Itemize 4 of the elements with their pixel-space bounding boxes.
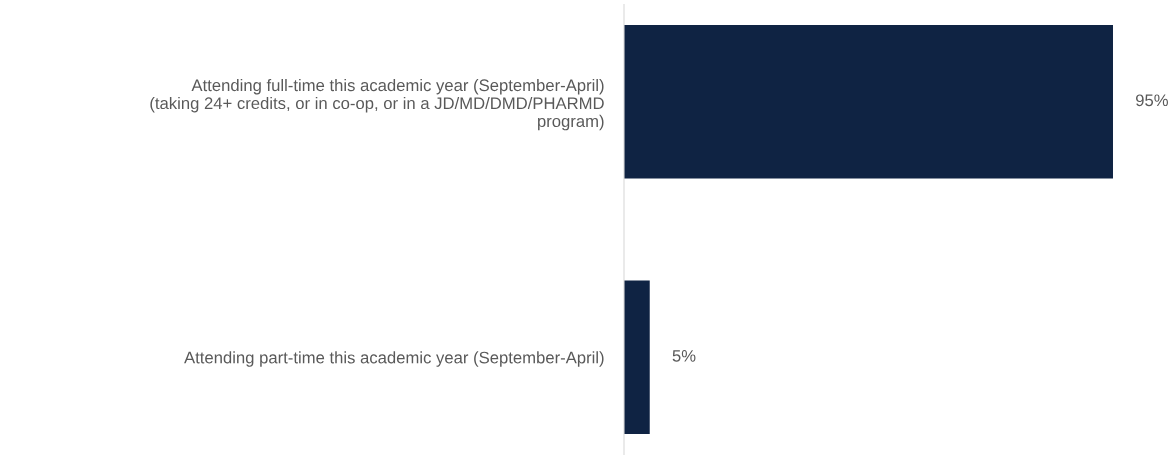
data-label: 95% xyxy=(1136,94,1168,107)
y-tick-label: Attending full-time this academic year (September-April) (taking 24+ credits, or in co-op, or in a JD/MD/DMD/PHARMD program) xyxy=(150,78,604,131)
data-label: 5% xyxy=(672,350,696,362)
y-tick-label: Attending part-time this academic year (September-April) xyxy=(184,351,604,367)
